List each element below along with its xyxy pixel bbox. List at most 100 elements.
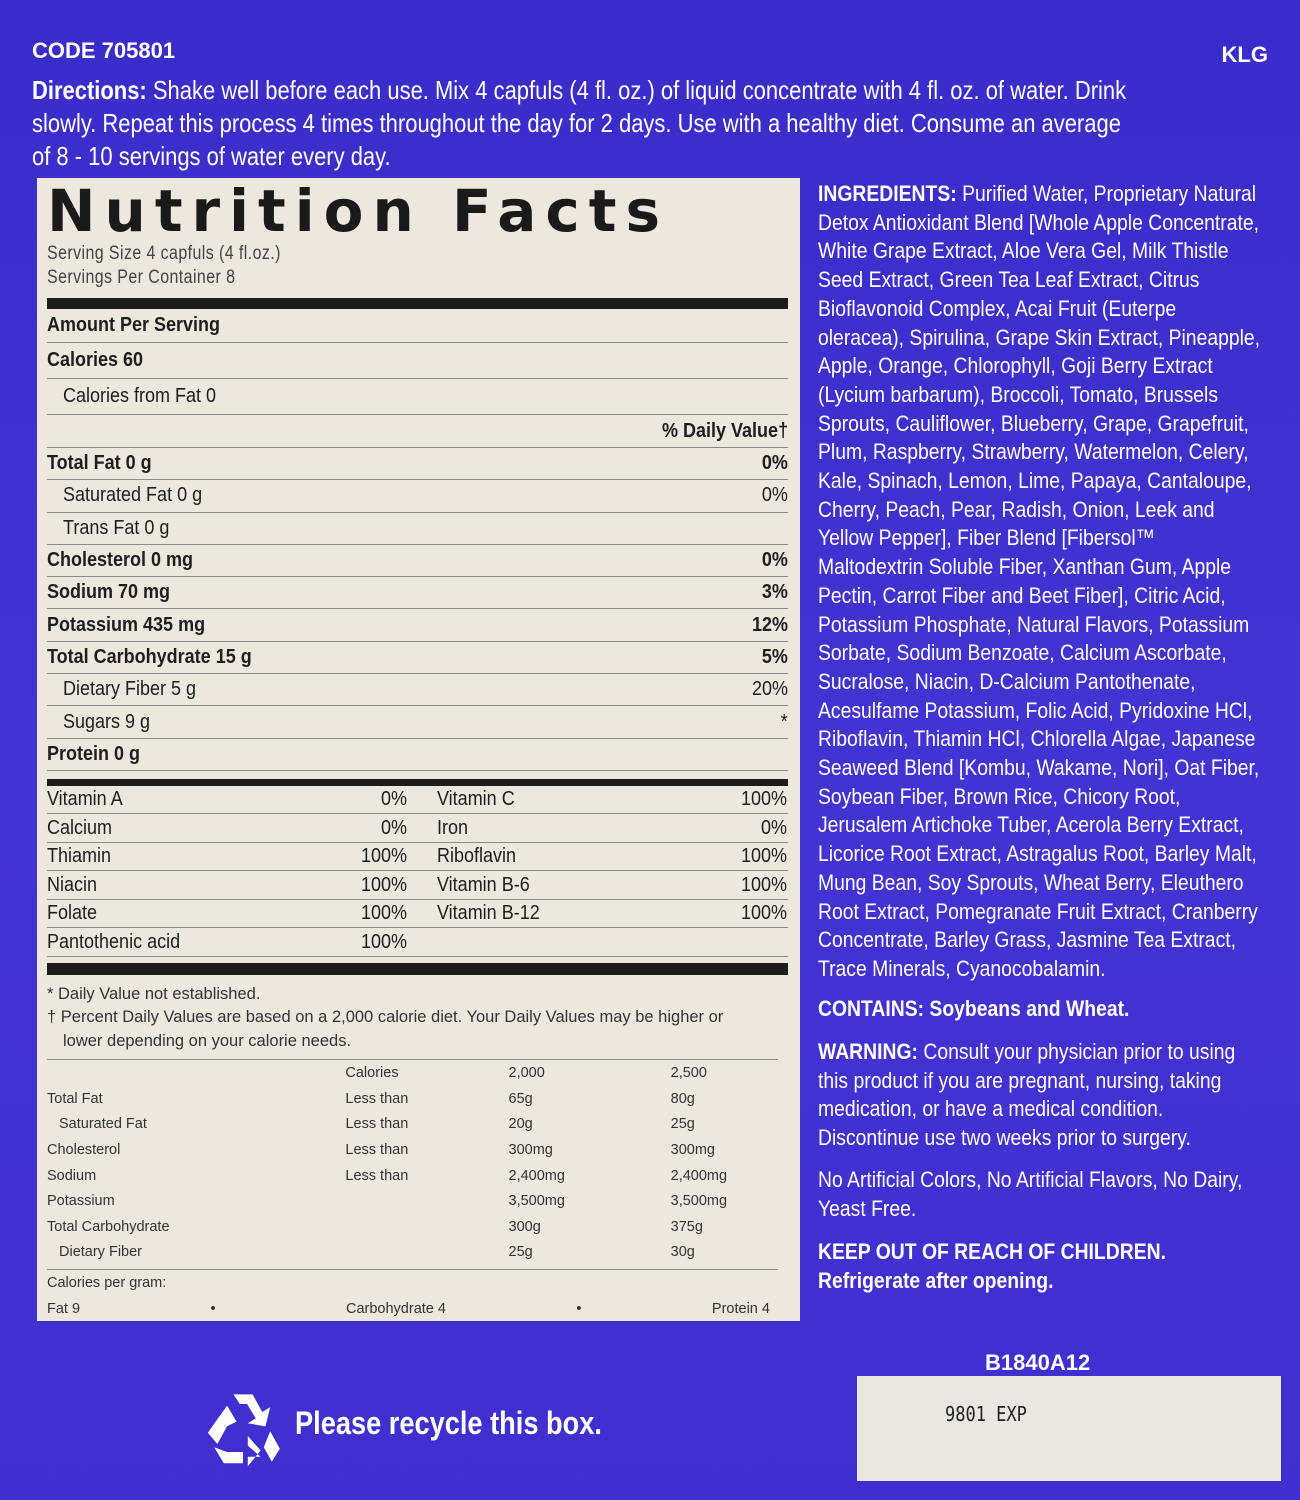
nutrient-row: Sugars 9 g *	[47, 706, 788, 739]
ingredients-line: Riboflavin, Thiamin HCl, Chlorella Algae…	[818, 725, 1260, 754]
dv-cell: Less than	[345, 1090, 409, 1107]
claims-line: Yeast Free.	[818, 1195, 917, 1221]
vitamin-value: 100%	[740, 902, 787, 925]
nutrient-daily-value: 12%	[751, 613, 788, 636]
dv-cell: Saturated Fat	[59, 1116, 147, 1133]
vitamin-name: Vitamin C	[437, 788, 515, 811]
ingredients-line: INGREDIENTS: Purified Water, Proprietary…	[818, 180, 1260, 209]
ingredients-line: Kale, Spinach, Lemon, Lime, Papaya, Cant…	[818, 467, 1260, 496]
nutrient-daily-value: 5%	[761, 645, 788, 668]
dv-cell: 80g	[670, 1090, 695, 1107]
nutrient-label: Sugars 9 g	[63, 710, 151, 733]
claims: No Artificial Colors, No Artificial Flav…	[818, 1166, 1300, 1223]
ingredients-line: Plum, Raspberry, Strawberry, Watermelon,…	[818, 438, 1260, 467]
dv-cell: Calories	[345, 1065, 399, 1082]
vitamin-value: 100%	[360, 930, 407, 953]
nutrition-facts-title: Nutrition Facts	[47, 177, 669, 245]
nutrient-daily-value: 20%	[751, 678, 788, 701]
ingredients-text: Riboflavin, Thiamin HCl, Chlorella Algae…	[818, 726, 1256, 752]
ingredients-text: Licorice Root Extract, Astragalus Root, …	[818, 841, 1257, 867]
dv-cell: Cholesterol	[47, 1142, 121, 1159]
ingredients-text: Sprouts, Cauliflower, Blueberry, Grape, …	[818, 410, 1249, 436]
ingredients-text: Seed Extract, Green Tea Leaf Extract, Ci…	[818, 267, 1200, 293]
warning-label: WARNING:	[818, 1039, 918, 1064]
klg-mark: KLG	[1221, 42, 1268, 67]
vitamin-row: Thiamin 100% Riboflavin 100%	[47, 843, 788, 872]
warning: WARNING: Consult your physician prior to…	[818, 1038, 1300, 1153]
ingredients-text: Purified Water, Proprietary Natural	[962, 181, 1257, 206]
dv-cell: 2,500	[670, 1065, 707, 1082]
dv-cell: 65g	[508, 1090, 533, 1107]
vitamin-list: Vitamin A 0% Vitamin C 100% Calcium 0% Iron 0% T…	[47, 786, 790, 957]
cpg-carb: Carbohydrate 4	[346, 1300, 446, 1317]
directions-line: Shake well before each use. Mix 4 capful…	[152, 75, 1127, 105]
nutrient-daily-value: 3%	[761, 581, 788, 604]
ingredients-text: Seaweed Blend [Kombu, Wakame, Nori], Oat…	[818, 755, 1260, 781]
ingredients-text: Yellow Pepper], Fiber Blend [Fibersol™	[818, 525, 1156, 551]
ingredients-text: Concentrate, Barley Grass, Jasmine Tea E…	[818, 927, 1237, 953]
directions-label: Directions:	[32, 75, 147, 105]
nutrient-label: Saturated Fat 0 g	[63, 484, 203, 507]
dv-cell: Dietary Fiber	[59, 1244, 142, 1261]
nutrient-row: Total Carbohydrate 15 g 5%	[47, 642, 788, 675]
divider	[47, 778, 788, 786]
footnote: * Daily Value not established.	[47, 984, 261, 1003]
expiry-box: 9801 EXP	[857, 1376, 1281, 1481]
amount-per-serving: Amount Per Serving	[47, 314, 221, 336]
vitamin-name: Pantothenic acid	[47, 930, 181, 953]
nutrient-daily-value: *	[780, 710, 788, 733]
directions-line: slowly. Repeat this process 4 times thro…	[32, 108, 1121, 138]
ingredients-text: Apple, Orange, Chlorophyll, Goji Berry E…	[818, 353, 1213, 379]
dv-cell: 2,400mg	[670, 1167, 728, 1184]
ingredients-line: Sucralose, Niacin, D-Calcium Pantothenat…	[818, 668, 1260, 697]
dv-cell: 3,500mg	[508, 1193, 565, 1210]
ingredients-text: Sucralose, Niacin, D-Calcium Pantothenat…	[818, 668, 1196, 694]
warning-line: this product if you are pregnant, nursin…	[818, 1067, 1222, 1093]
vitamin-name: Vitamin B-12	[437, 902, 540, 925]
vitamin-row: Vitamin A 0% Vitamin C 100%	[47, 786, 788, 815]
ingredients-text: Maltodextrin Soluble Fiber, Xanthan Gum,…	[818, 554, 1232, 580]
nutrient-row: Trans Fat 0 g	[47, 513, 788, 545]
product-code: CODE 705801	[32, 38, 176, 63]
ingredients-text: Jerusalem Artichoke Tuber, Acerola Berry…	[818, 812, 1244, 838]
ingredients-line: Potassium Phosphate, Natural Flavors, Po…	[818, 611, 1260, 640]
ingredients-text: oleracea), Spirulina, Grape Skin Extract…	[818, 324, 1261, 350]
vitamin-value: 100%	[740, 788, 787, 811]
ingredients-text: Soybean Fiber, Brown Rice, Chicory Root,	[818, 783, 1181, 809]
vitamin-name: Folate	[47, 902, 98, 925]
ingredients-text: White Grape Extract, Aloe Vera Gel, Milk…	[818, 238, 1229, 264]
ingredients-line: White Grape Extract, Aloe Vera Gel, Milk…	[818, 237, 1260, 266]
vitamin-row: Folate 100% Vitamin B-12 100%	[47, 900, 788, 929]
ingredients-line: Apple, Orange, Chlorophyll, Goji Berry E…	[818, 352, 1260, 381]
warning-line: medication, or have a medical condition.	[818, 1096, 1164, 1122]
calories-from-fat: Calories from Fat 0	[63, 385, 217, 407]
vitamin-value: 100%	[740, 873, 787, 896]
dv-cell: 30g	[670, 1244, 695, 1261]
recycle-message: Please recycle this box.	[295, 1405, 602, 1441]
dv-cell: 300g	[508, 1218, 541, 1235]
vitamin-value: 100%	[360, 845, 407, 868]
cpg-fat: Fat 9	[47, 1300, 81, 1317]
dv-cell: Less than	[345, 1167, 409, 1184]
ingredients-text: Root Extract, Pomegranate Fruit Extract,…	[818, 898, 1258, 924]
dv-cell: 3,500mg	[670, 1193, 728, 1210]
ingredients-text: Acesulfame Potassium, Folic Acid, Pyrido…	[818, 697, 1253, 723]
dv-cell: 2,000	[508, 1065, 545, 1082]
ingredients-line: Detox Antioxidant Blend [Whole Apple Con…	[818, 209, 1260, 238]
dv-cell: Less than	[345, 1116, 409, 1133]
ingredients-line: Yellow Pepper], Fiber Blend [Fibersol™	[818, 524, 1260, 553]
vitamin-row: Calcium 0% Iron 0%	[47, 814, 788, 843]
cpg-protein: Protein 4	[711, 1300, 770, 1317]
vitamin-value: 100%	[360, 902, 407, 925]
vitamin-value: 0%	[380, 788, 407, 811]
divider	[47, 962, 788, 975]
nutrient-row: Potassium 435 mg 12%	[47, 609, 788, 642]
vitamin-name: Niacin	[47, 873, 98, 896]
vitamin-value: 100%	[360, 873, 407, 896]
dv-table-row: Total Carbohydrate 300g 375g	[47, 1214, 790, 1240]
ingredients-line: Acesulfame Potassium, Folic Acid, Pyrido…	[818, 697, 1260, 726]
ingredients-text: Bioflavonoid Complex, Acai Fruit (Euterp…	[818, 295, 1177, 321]
dv-cell: 300mg	[670, 1142, 715, 1159]
ingredients-line: Mung Bean, Soy Sprouts, Wheat Berry, Ele…	[818, 869, 1260, 898]
ingredients-line: Seed Extract, Green Tea Leaf Extract, Ci…	[818, 266, 1260, 295]
